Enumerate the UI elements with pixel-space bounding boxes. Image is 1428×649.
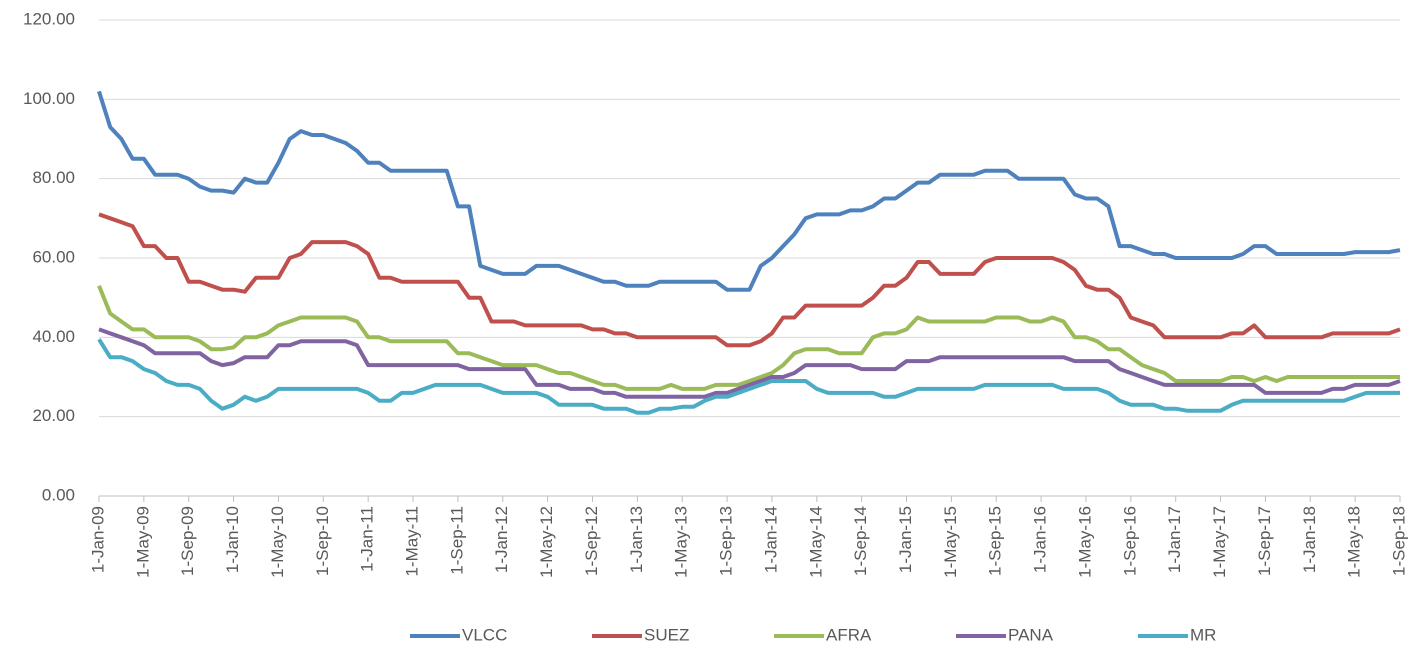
x-tick-label: 1-Jan-14 [761, 506, 780, 573]
x-tick-label: 1-Jan-09 [88, 506, 107, 573]
y-tick-label: 100.00 [23, 89, 75, 108]
x-tick-label: 1-Sep-09 [178, 506, 197, 576]
x-tick-label: 1-May-10 [268, 506, 287, 578]
x-tick-label: 1-Sep-15 [986, 506, 1005, 576]
x-tick-label: 1-Sep-10 [313, 506, 332, 576]
x-tick-label: 1-Sep-12 [582, 506, 601, 576]
x-tick-label: 1-Jan-15 [896, 506, 915, 573]
series-line [97, 285, 1400, 391]
x-tick-label: 1-Jan-13 [627, 506, 646, 573]
x-tick-label: 1-Jan-10 [223, 506, 242, 573]
x-tick-label: 1-May-15 [941, 506, 960, 578]
x-tick-label: 1-May-12 [537, 506, 556, 578]
x-tick-label: 1-Sep-17 [1255, 506, 1274, 576]
legend-label: PANA [1008, 625, 1054, 644]
x-tick-label: 1-May-16 [1075, 506, 1094, 578]
legend-label: SUEZ [644, 625, 689, 644]
x-tick-label: 1-May-13 [672, 506, 691, 578]
y-tick-label: 120.00 [23, 9, 75, 28]
x-tick-label: 1-Sep-18 [1389, 506, 1408, 576]
y-tick-label: 80.00 [32, 168, 75, 187]
x-tick-label: 1-May-17 [1210, 506, 1229, 578]
y-tick-label: 60.00 [32, 247, 75, 266]
x-tick-label: 1-Jan-12 [492, 506, 511, 573]
series-line [98, 327, 1401, 399]
y-tick-label: 20.00 [32, 406, 75, 425]
x-tick-label: 1-Jan-18 [1300, 506, 1319, 573]
legend-label: VLCC [462, 625, 507, 644]
x-tick-label: 1-Jan-16 [1031, 506, 1050, 573]
series-line [97, 338, 1400, 415]
series-line [98, 212, 1401, 348]
series-line [97, 90, 1401, 292]
x-tick-label: 1-Sep-11 [447, 506, 466, 575]
x-tick-label: 1-May-09 [133, 506, 152, 578]
x-tick-label: 1-May-11 [403, 506, 422, 577]
legend-label: MR [1190, 625, 1216, 644]
legend-label: AFRA [826, 625, 872, 644]
x-tick-label: 1-Jan-11 [358, 506, 377, 572]
x-tick-label: 1-Jan-17 [1165, 506, 1184, 573]
x-tick-label: 1-Sep-14 [851, 506, 870, 576]
x-tick-label: 1-Sep-13 [717, 506, 736, 576]
x-tick-label: 1-May-18 [1345, 506, 1364, 578]
y-tick-label: 0.00 [42, 485, 75, 504]
y-tick-label: 40.00 [32, 327, 75, 346]
x-tick-label: 1-May-14 [806, 506, 825, 578]
x-tick-label: 1-Sep-16 [1120, 506, 1139, 576]
